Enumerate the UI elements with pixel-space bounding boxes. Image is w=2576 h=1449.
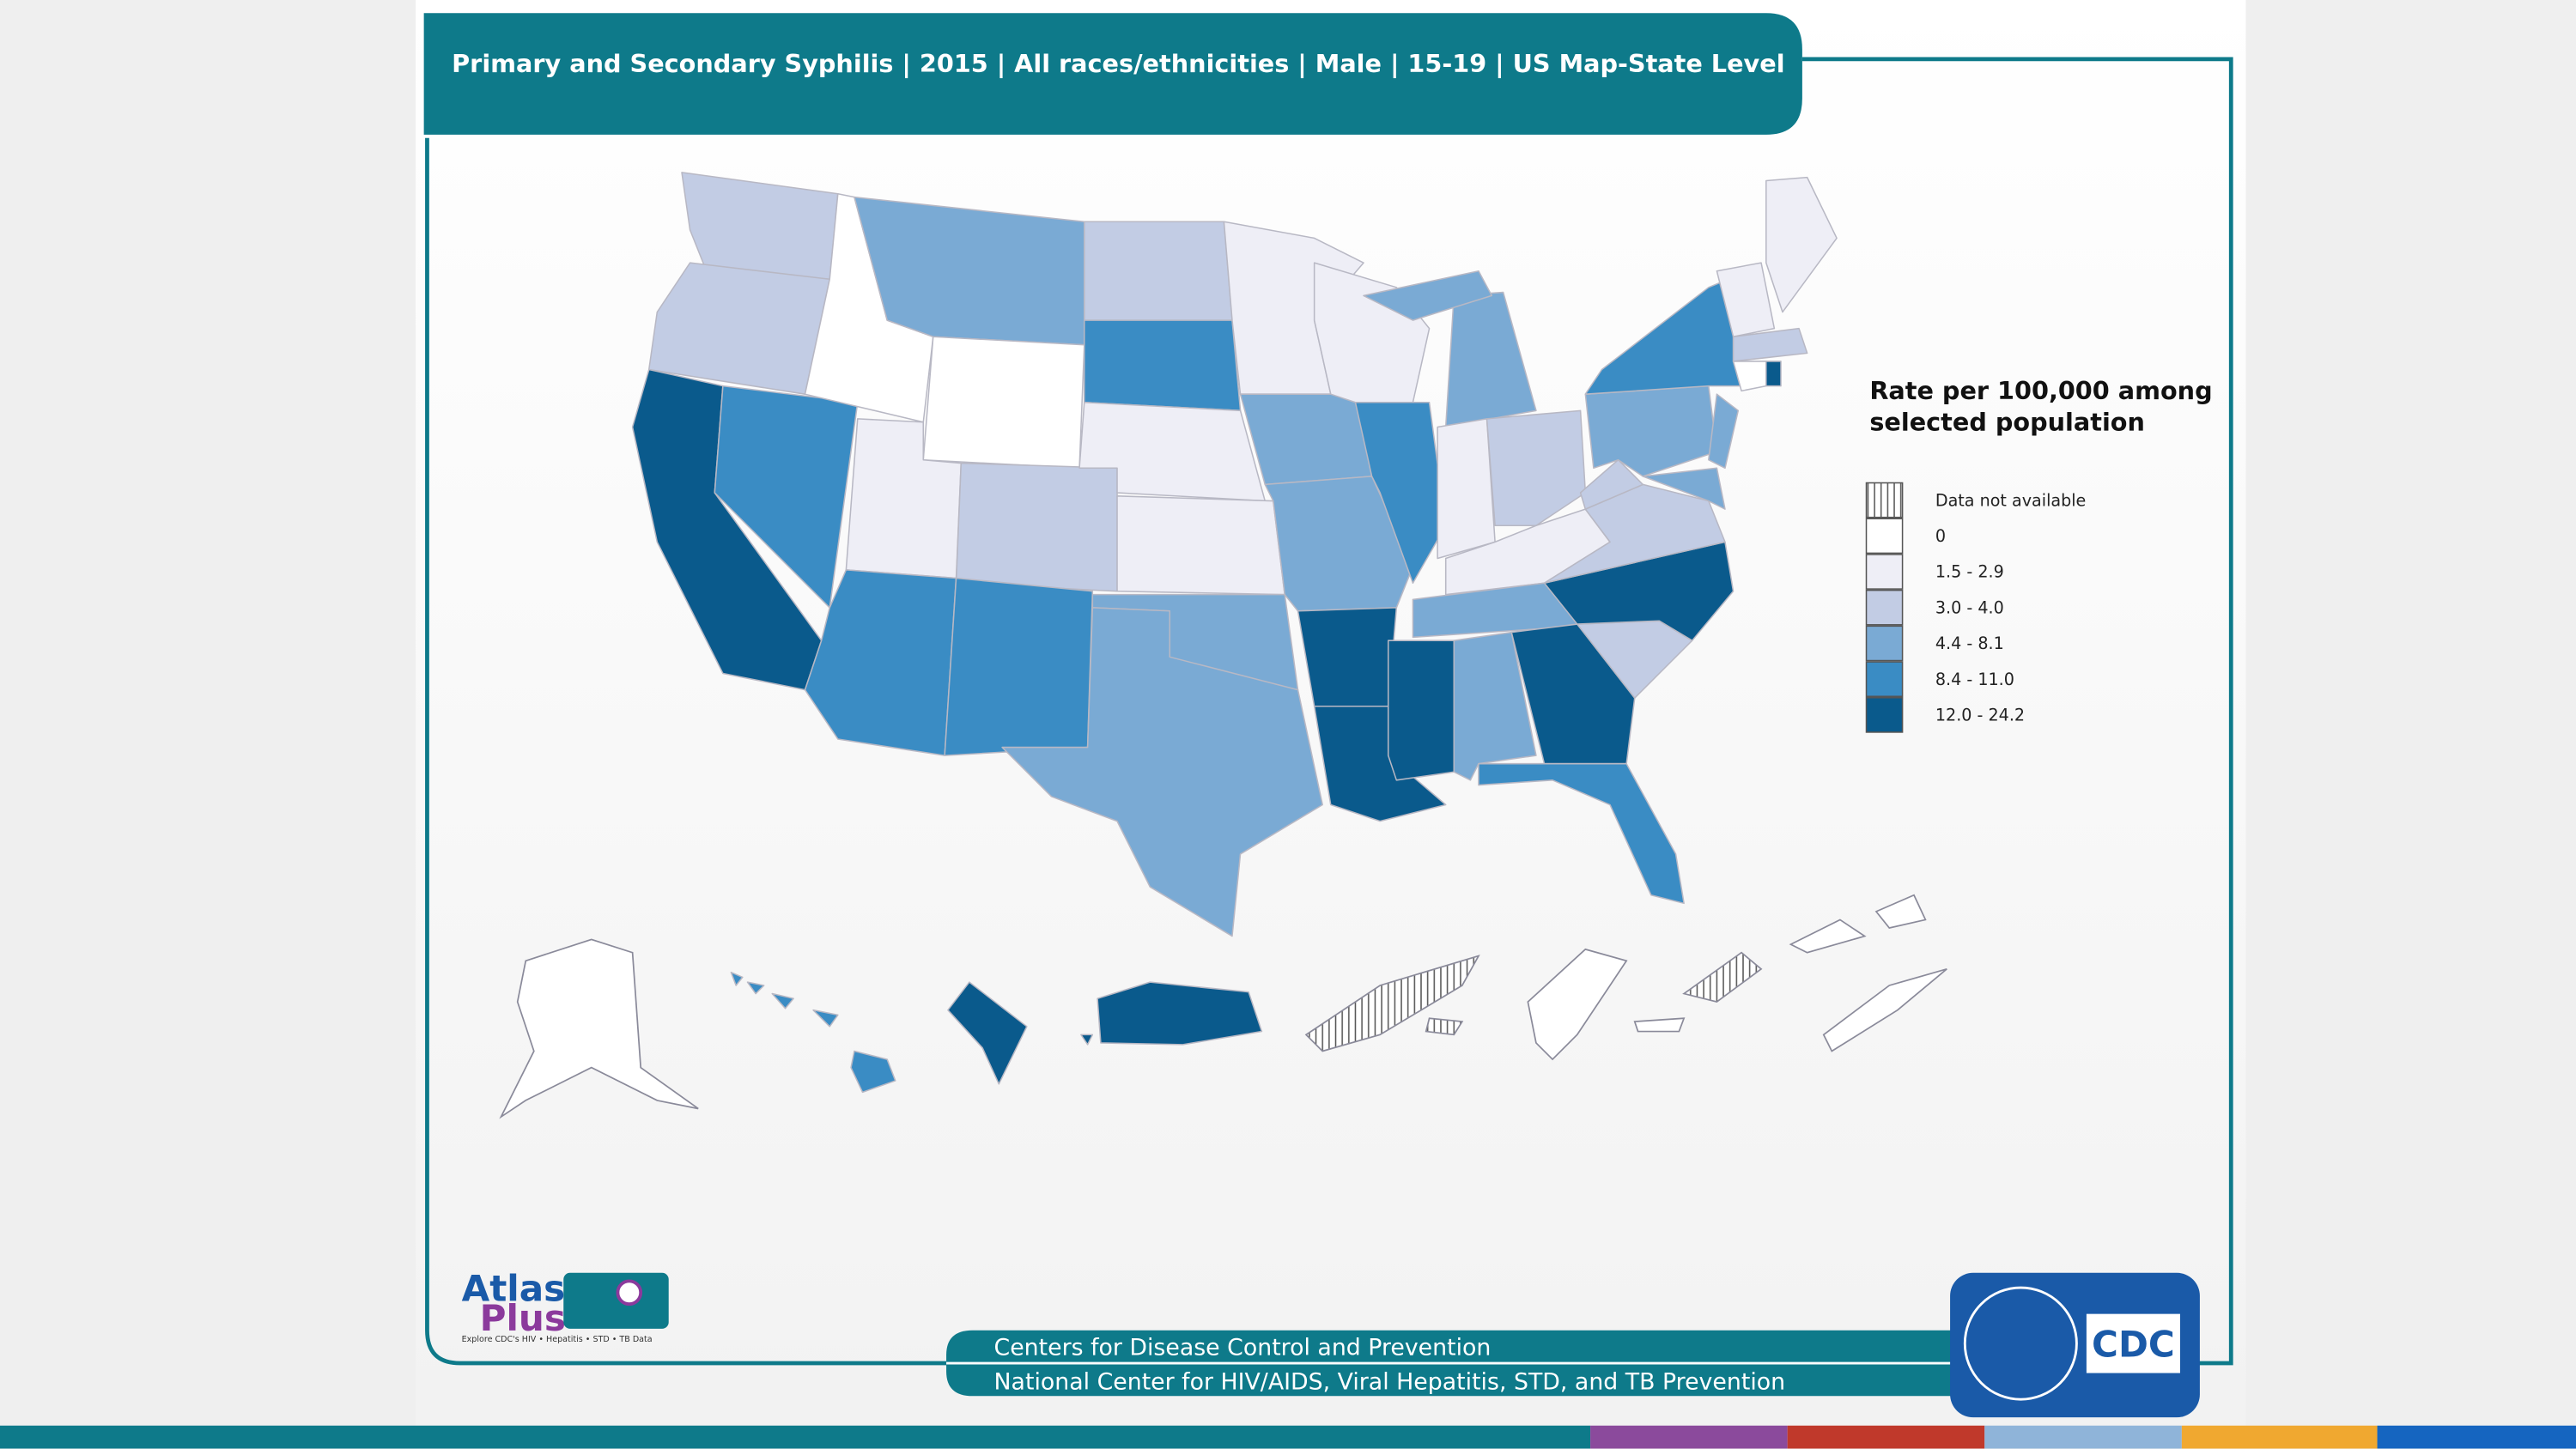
legend-swatch <box>1865 554 1904 590</box>
atlas-logo-graphic <box>563 1272 669 1329</box>
atlas-logo-graphic <box>616 1279 643 1307</box>
legend-title: Rate per 100,000 among <box>1869 376 2212 405</box>
legend-swatch <box>1865 482 1904 518</box>
legend-label: Data not available <box>1935 490 2086 510</box>
cdc-logo <box>1950 1272 2200 1418</box>
legend-swatch <box>1865 661 1904 698</box>
legend-label: 8.4 - 11.0 <box>1935 670 2014 689</box>
title: Primary and Secondary Syphilis | 2015 | … <box>452 49 1784 78</box>
footer-line: National Center for HIV/AIDS, Viral Hepa… <box>994 1369 1786 1396</box>
stripe <box>2181 1425 2378 1449</box>
footer-line: Centers for Disease Control and Preventi… <box>994 1334 1492 1361</box>
atlas-logo-text: Plus <box>480 1297 566 1339</box>
legend-swatch <box>1865 589 1904 626</box>
stripe <box>1984 1425 2182 1449</box>
legend-swatch <box>1865 697 1904 733</box>
legend-swatch <box>1865 518 1904 555</box>
stripe <box>2377 1425 2576 1449</box>
legend-label: 0 <box>1935 526 1946 546</box>
hhs-seal <box>1963 1286 2078 1401</box>
legend-label: 12.0 - 24.2 <box>1935 706 2025 725</box>
atlas-logo-text: Atlas <box>462 1267 566 1309</box>
title-bar <box>423 13 1802 135</box>
legend-label: 1.5 - 2.9 <box>1935 562 2004 582</box>
legend-swatch <box>1865 625 1904 662</box>
cdc-logo-box <box>2086 1313 2180 1373</box>
stripe <box>1787 1425 1985 1449</box>
legend: Data not available 0 1.5 - 2.9 3.0 - 4.0 4.4… <box>1865 482 2086 733</box>
us-map <box>631 172 1838 937</box>
stripe <box>1590 1425 1788 1449</box>
legend-label: 4.4 - 8.1 <box>1935 634 2004 653</box>
legend-title: selected population <box>1869 407 2145 436</box>
territories <box>499 894 1947 1119</box>
cdc-logo-text: CDC <box>2092 1323 2175 1365</box>
stripe <box>0 1425 1591 1449</box>
atlas-tagline: Explore CDC's HIV • Hepatitis • STD • TB… <box>462 1335 653 1344</box>
legend-label: 3.0 - 4.0 <box>1935 597 2004 617</box>
